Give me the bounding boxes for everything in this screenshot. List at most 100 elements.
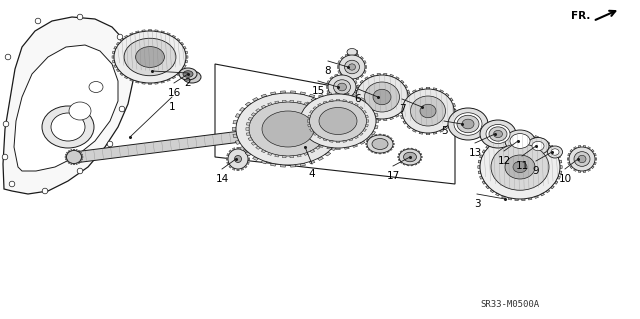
Polygon shape xyxy=(351,79,353,80)
Circle shape xyxy=(108,141,113,147)
Polygon shape xyxy=(419,132,423,134)
Polygon shape xyxy=(280,165,285,167)
Polygon shape xyxy=(136,81,139,83)
Polygon shape xyxy=(346,74,349,76)
Polygon shape xyxy=(366,137,371,140)
Polygon shape xyxy=(246,128,249,130)
Polygon shape xyxy=(67,160,68,162)
Polygon shape xyxy=(374,134,377,136)
Polygon shape xyxy=(155,30,158,32)
Polygon shape xyxy=(275,155,279,157)
Text: FR.: FR. xyxy=(571,11,590,21)
Polygon shape xyxy=(421,156,422,158)
Ellipse shape xyxy=(373,89,391,105)
Polygon shape xyxy=(401,111,404,114)
Polygon shape xyxy=(355,101,357,104)
Polygon shape xyxy=(298,126,301,129)
Polygon shape xyxy=(355,91,357,93)
Ellipse shape xyxy=(337,83,346,91)
Polygon shape xyxy=(340,127,344,131)
Circle shape xyxy=(3,121,9,127)
Polygon shape xyxy=(367,114,369,115)
Polygon shape xyxy=(445,93,449,96)
Polygon shape xyxy=(356,85,360,88)
Polygon shape xyxy=(360,98,365,101)
Polygon shape xyxy=(236,114,241,117)
Polygon shape xyxy=(578,171,581,173)
Polygon shape xyxy=(356,86,358,88)
Polygon shape xyxy=(246,122,250,125)
Polygon shape xyxy=(390,117,394,120)
Circle shape xyxy=(117,34,123,40)
Polygon shape xyxy=(244,165,247,168)
Polygon shape xyxy=(368,149,370,151)
Polygon shape xyxy=(550,186,554,189)
Ellipse shape xyxy=(547,146,563,158)
Polygon shape xyxy=(114,47,116,49)
Ellipse shape xyxy=(249,102,327,156)
Polygon shape xyxy=(426,133,429,135)
Polygon shape xyxy=(136,31,139,33)
Polygon shape xyxy=(400,162,402,163)
Polygon shape xyxy=(383,152,385,154)
Ellipse shape xyxy=(236,93,340,165)
Polygon shape xyxy=(528,198,532,200)
Ellipse shape xyxy=(183,71,193,77)
Polygon shape xyxy=(360,111,364,114)
Polygon shape xyxy=(161,31,164,33)
Polygon shape xyxy=(583,145,586,147)
Polygon shape xyxy=(344,147,349,149)
Polygon shape xyxy=(396,77,399,80)
Ellipse shape xyxy=(578,155,586,163)
Polygon shape xyxy=(261,160,267,164)
Polygon shape xyxy=(550,145,554,148)
Polygon shape xyxy=(246,133,250,136)
Polygon shape xyxy=(490,141,494,144)
Polygon shape xyxy=(77,119,340,162)
Polygon shape xyxy=(116,42,120,45)
Polygon shape xyxy=(353,94,358,97)
Polygon shape xyxy=(403,98,406,101)
Polygon shape xyxy=(339,134,343,138)
Polygon shape xyxy=(534,196,538,198)
Polygon shape xyxy=(290,156,294,158)
Polygon shape xyxy=(398,159,400,161)
Polygon shape xyxy=(252,142,256,145)
Polygon shape xyxy=(229,150,232,152)
Polygon shape xyxy=(351,77,354,79)
Ellipse shape xyxy=(462,119,474,129)
Polygon shape xyxy=(369,123,371,124)
Polygon shape xyxy=(371,131,376,135)
Polygon shape xyxy=(300,92,305,95)
Text: 4: 4 xyxy=(308,169,316,179)
Polygon shape xyxy=(340,74,344,75)
Polygon shape xyxy=(502,136,506,138)
Polygon shape xyxy=(237,147,239,149)
Polygon shape xyxy=(452,103,456,107)
Ellipse shape xyxy=(300,94,376,148)
Polygon shape xyxy=(403,164,405,165)
Ellipse shape xyxy=(124,38,176,76)
Ellipse shape xyxy=(551,149,559,155)
Polygon shape xyxy=(541,138,545,141)
Polygon shape xyxy=(353,145,358,147)
Ellipse shape xyxy=(262,111,314,147)
Polygon shape xyxy=(413,129,417,132)
Polygon shape xyxy=(376,119,379,122)
Ellipse shape xyxy=(365,82,399,112)
Polygon shape xyxy=(362,116,364,118)
Polygon shape xyxy=(554,150,558,153)
Polygon shape xyxy=(114,65,116,67)
Polygon shape xyxy=(68,162,70,164)
Polygon shape xyxy=(183,65,186,67)
Polygon shape xyxy=(335,114,340,117)
Polygon shape xyxy=(583,171,586,173)
Polygon shape xyxy=(338,70,340,73)
Polygon shape xyxy=(324,117,328,120)
Ellipse shape xyxy=(114,31,186,83)
Polygon shape xyxy=(407,148,409,149)
Polygon shape xyxy=(180,69,184,72)
Polygon shape xyxy=(345,78,348,80)
Ellipse shape xyxy=(183,71,201,83)
Ellipse shape xyxy=(505,130,535,152)
